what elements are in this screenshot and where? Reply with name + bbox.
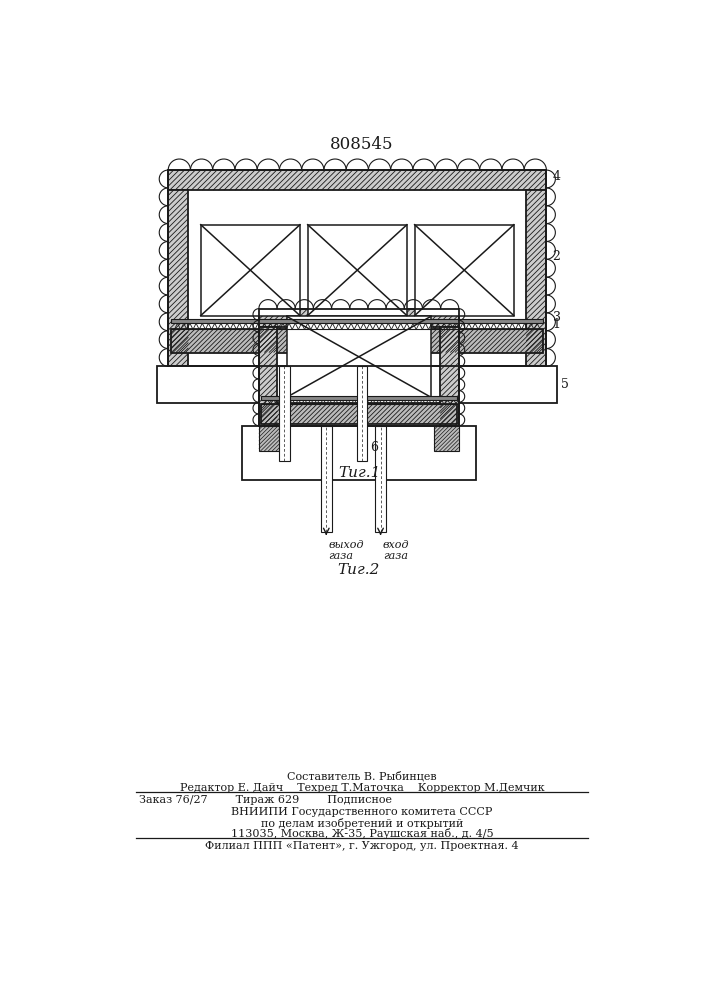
Text: вход
газа: вход газа bbox=[383, 540, 409, 561]
Bar bbox=[168, 170, 547, 366]
Bar bbox=[261, 404, 457, 424]
Bar bbox=[414, 225, 514, 316]
Bar bbox=[277, 327, 440, 405]
Bar bbox=[259, 309, 459, 426]
Text: 3: 3 bbox=[553, 311, 561, 324]
Bar bbox=[168, 190, 188, 366]
Text: по делам изобретений и открытий: по делам изобретений и открытий bbox=[261, 818, 463, 829]
Text: Заказ 76/27        Тираж 629        Подписное: Заказ 76/27 Тираж 629 Подписное bbox=[139, 795, 392, 805]
Text: 808545: 808545 bbox=[330, 136, 394, 153]
Bar bbox=[259, 426, 284, 451]
Text: Редактор Е. Дайч    Техред Т.Маточка    Корректор М.Демчик: Редактор Е. Дайч Техред Т.Маточка Коррек… bbox=[180, 783, 544, 793]
Bar bbox=[188, 190, 526, 329]
Text: 2: 2 bbox=[553, 250, 561, 263]
Bar bbox=[308, 225, 407, 316]
Bar bbox=[201, 225, 300, 316]
Bar bbox=[321, 426, 332, 532]
Bar bbox=[356, 366, 368, 461]
Text: Филиал ППП «Патент», г. Ужгород, ул. Проектная. 4: Филиал ППП «Патент», г. Ужгород, ул. Про… bbox=[205, 841, 519, 851]
Text: Τиг.2: Τиг.2 bbox=[338, 563, 380, 577]
Bar bbox=[171, 319, 543, 323]
Bar bbox=[261, 396, 457, 400]
Bar bbox=[259, 327, 277, 426]
Bar bbox=[171, 329, 543, 353]
Text: ВНИИПИ Государственного комитета СССР: ВНИИПИ Государственного комитета СССР bbox=[231, 807, 493, 817]
Text: выход
газа: выход газа bbox=[329, 540, 364, 561]
Text: Составитель В. Рыбинцев: Составитель В. Рыбинцев bbox=[287, 771, 437, 781]
Bar bbox=[434, 426, 459, 451]
Text: 5: 5 bbox=[561, 378, 569, 391]
Bar bbox=[440, 327, 459, 426]
Text: 6: 6 bbox=[370, 441, 378, 454]
Bar bbox=[279, 366, 290, 461]
Bar bbox=[168, 170, 547, 190]
Text: 113035, Москва, Ж-35, Раушская наб., д. 4/5: 113035, Москва, Ж-35, Раушская наб., д. … bbox=[230, 828, 493, 839]
Bar bbox=[158, 366, 557, 403]
Text: 4: 4 bbox=[553, 170, 561, 183]
Bar bbox=[375, 426, 386, 532]
Bar bbox=[287, 316, 431, 397]
Text: Τиг.1: Τиг.1 bbox=[339, 466, 381, 480]
Bar bbox=[259, 309, 459, 327]
Text: 1: 1 bbox=[553, 318, 561, 331]
Bar bbox=[242, 426, 476, 480]
Bar bbox=[526, 190, 547, 366]
